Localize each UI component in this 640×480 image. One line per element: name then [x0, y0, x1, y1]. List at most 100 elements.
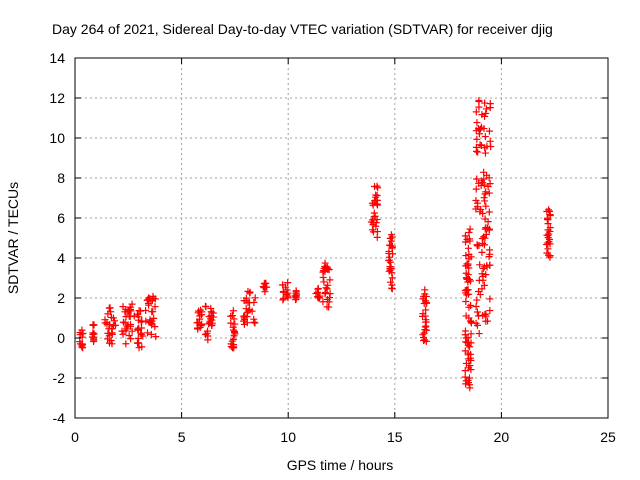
- data-point: [462, 252, 470, 260]
- data-point: [481, 144, 489, 152]
- y-tick-label: -2: [53, 370, 66, 386]
- data-point: [229, 307, 237, 315]
- data-point: [477, 182, 485, 190]
- data-point: [486, 137, 494, 145]
- axis-ticks: [74, 57, 609, 419]
- x-tick-label: 25: [600, 429, 616, 445]
- data-point: [229, 335, 237, 343]
- data-point: [138, 343, 146, 351]
- data-point: [388, 281, 396, 289]
- data-point: [151, 303, 159, 311]
- data-point: [485, 208, 493, 216]
- data-point: [546, 252, 554, 260]
- data-point: [480, 175, 488, 183]
- data-point: [464, 334, 472, 342]
- data-point: [463, 275, 471, 283]
- data-point: [462, 380, 470, 388]
- x-tick-label: 20: [494, 429, 510, 445]
- data-point: [108, 325, 116, 333]
- data-point: [250, 315, 258, 323]
- data-point: [326, 276, 334, 284]
- data-point: [543, 240, 551, 248]
- data-point: [465, 314, 473, 322]
- data-point: [137, 324, 145, 332]
- data-point: [373, 228, 381, 236]
- data-point: [201, 331, 209, 339]
- data-point: [106, 304, 114, 312]
- data-point: [103, 318, 111, 326]
- data-point: [466, 225, 474, 233]
- data-point: [125, 331, 133, 339]
- data-point: [196, 323, 204, 331]
- data-point: [421, 326, 429, 334]
- data-point: [465, 235, 473, 243]
- data-point: [481, 133, 489, 141]
- data-point: [374, 184, 382, 192]
- data-point: [478, 248, 486, 256]
- data-point: [385, 256, 393, 264]
- y-tick-label: 12: [49, 90, 65, 106]
- data-point: [279, 281, 287, 289]
- data-point: [485, 189, 493, 197]
- data-point: [321, 290, 329, 298]
- data-point: [419, 331, 427, 339]
- data-point: [485, 226, 493, 234]
- data-point: [121, 308, 129, 316]
- data-point: [475, 97, 483, 105]
- data-point: [146, 318, 154, 326]
- data-point: [385, 250, 393, 258]
- y-tick-label: 4: [57, 250, 65, 266]
- data-point: [473, 296, 481, 304]
- data-point: [119, 318, 127, 326]
- data-point: [462, 298, 470, 306]
- data-point: [245, 299, 253, 307]
- data-point: [478, 285, 486, 293]
- data-point: [387, 242, 395, 250]
- x-tick-labels: 0 5 10 15 20 25: [71, 429, 616, 445]
- data-point: [419, 310, 427, 318]
- data-point: [130, 312, 138, 320]
- data-point: [374, 201, 382, 209]
- data-point: [284, 279, 292, 287]
- data-point: [228, 337, 236, 345]
- data-point: [135, 339, 143, 347]
- data-point: [473, 119, 481, 127]
- data-point: [543, 231, 551, 239]
- data-point: [193, 319, 201, 327]
- data-point: [228, 312, 236, 320]
- data-point: [319, 273, 327, 281]
- data-point: [229, 323, 237, 331]
- data-point: [231, 320, 239, 328]
- data-point: [464, 260, 472, 268]
- data-point: [314, 285, 322, 293]
- data-point: [312, 289, 320, 297]
- data-point: [484, 183, 492, 191]
- x-tick-label: 0: [71, 429, 79, 445]
- data-point: [373, 192, 381, 200]
- data-point: [543, 215, 551, 223]
- data-point: [472, 205, 480, 213]
- data-point: [243, 319, 251, 327]
- data-point: [545, 206, 553, 214]
- y-axis-label: SDTVAR / TECUs: [5, 182, 21, 294]
- data-point: [124, 321, 132, 329]
- data-point: [137, 318, 145, 326]
- data-point: [482, 230, 490, 238]
- data-point: [196, 312, 204, 320]
- data-point: [147, 297, 155, 305]
- data-point: [227, 312, 235, 320]
- data-point: [111, 321, 119, 329]
- data-point: [475, 276, 483, 284]
- data-point: [104, 310, 112, 318]
- data-point: [420, 292, 428, 300]
- data-point: [144, 329, 152, 337]
- y-tick-label: 2: [57, 290, 65, 306]
- data-point: [150, 314, 158, 322]
- data-point: [135, 313, 143, 321]
- x-tick-label: 15: [387, 429, 403, 445]
- data-point: [319, 298, 327, 306]
- data-point: [325, 303, 333, 311]
- data-point: [142, 306, 150, 314]
- data-point: [473, 321, 481, 329]
